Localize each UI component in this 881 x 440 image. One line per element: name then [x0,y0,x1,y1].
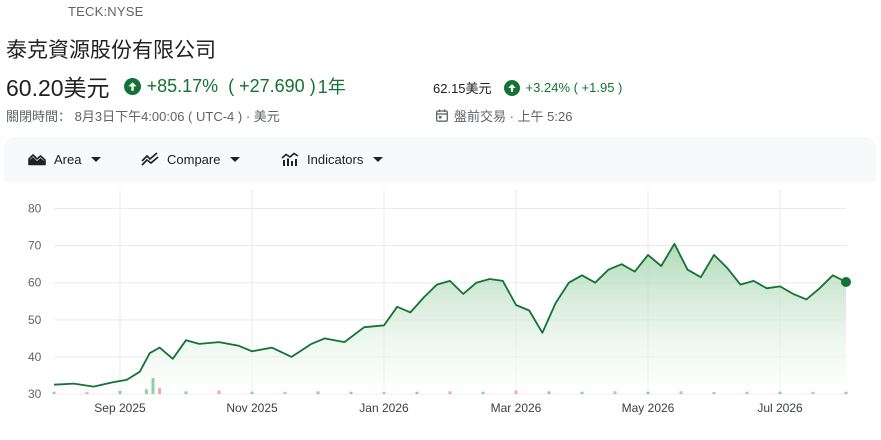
volume-bar [481,391,485,394]
chart-toolbar: Area Compare Indicators [4,137,876,181]
area-button[interactable]: Area [28,149,102,169]
x-tick-label: Sep 2025 [94,401,146,415]
chevron-down-icon [373,156,384,162]
after-hours: 62.15美元 +3.24% ( +1.95 ) [433,78,622,97]
y-tick-label: 40 [28,350,42,364]
chevron-down-icon [230,156,241,162]
y-tick-label: 50 [28,313,42,327]
y-tick-label: 30 [28,387,42,401]
volume-bar [745,391,749,394]
compare-icon [141,152,159,166]
volume-bar [712,392,716,394]
y-tick-label: 70 [28,239,42,253]
premarket-info: 盤前交易 · 上午 5:26 [436,106,572,125]
volume-bar [349,391,353,394]
y-tick-label: 60 [28,276,42,290]
volume-bar [52,391,56,394]
volume-bar [613,391,617,394]
y-tick-label: 80 [28,202,42,216]
x-tick-label: Jul 2026 [757,401,803,415]
volume-bar [811,392,815,394]
compare-button[interactable]: Compare [141,149,241,169]
premarket-label: 盤前交易 · 上午 5:26 [454,109,573,124]
volume-bar [580,391,584,394]
volume-bar [144,389,148,394]
change-period: 1年 [317,77,346,97]
volume-bar [778,391,782,394]
x-tick-label: May 2026 [622,401,675,415]
price-line [53,242,847,388]
up-arrow-icon [503,79,520,96]
volume-bar [85,392,89,394]
compare-label: Compare [167,151,221,167]
volume-bar [217,390,221,394]
calendar-icon [436,109,448,122]
chevron-down-icon [91,156,102,162]
volume-bar [250,391,254,394]
price-row: 60.20美元 +85.17% ( +27.690 ) 1年 [6,70,346,102]
volume-bar [646,391,650,394]
chart-card: Area Compare Indicators 30 40 50 60 70 80 Sep … [4,137,876,435]
volume-bar [184,391,188,394]
volume-bar [283,392,287,394]
chart-plot-area[interactable]: 30 40 50 60 70 80 Sep 2025 Nov 2025 Jan 2026 Mar … [4,182,876,435]
indicators-label: Indicators [307,151,364,167]
x-tick-label: Jan 2026 [359,401,409,415]
change-absolute: ( +27.690 ) [228,75,316,96]
ticker-symbol: TECK:NYSE [68,4,144,19]
x-tick-label: Nov 2025 [226,401,278,415]
volume-bar [415,391,419,394]
volume-bar [679,391,683,394]
company-name: 泰克資源股份有限公司 [6,39,216,62]
after-hours-price: 62.15美元 [433,81,492,96]
volume-bar [514,390,518,394]
volume-bar [316,391,320,394]
current-price: 60.20美元 [6,75,110,101]
close-time-info: 關閉時間： 8月3日下午4:00:06 ( UTC-4 ) · 美元 [6,109,280,124]
area-chart-icon [28,152,46,166]
price-chart[interactable]: 30 40 50 60 70 80 Sep 2025 Nov 2025 Jan 2026 Mar … [4,182,876,435]
volume-bar [382,392,386,394]
volume-bar [118,390,122,394]
volume-bar [448,391,452,394]
after-hours-change: +3.24% ( +1.95 ) [525,80,623,95]
x-tick-label: Mar 2026 [491,401,542,415]
indicators-icon [281,152,299,166]
up-arrow-icon [123,77,141,95]
volume-bar [158,387,162,394]
volume-bar [151,378,155,394]
volume-bar [844,391,848,394]
area-label: Area [54,151,82,167]
volume-bar [547,391,551,394]
change-percent: +85.17% [146,75,219,96]
price-area-fill [54,243,846,394]
last-price-marker [841,276,851,287]
indicators-button[interactable]: Indicators [281,149,384,169]
